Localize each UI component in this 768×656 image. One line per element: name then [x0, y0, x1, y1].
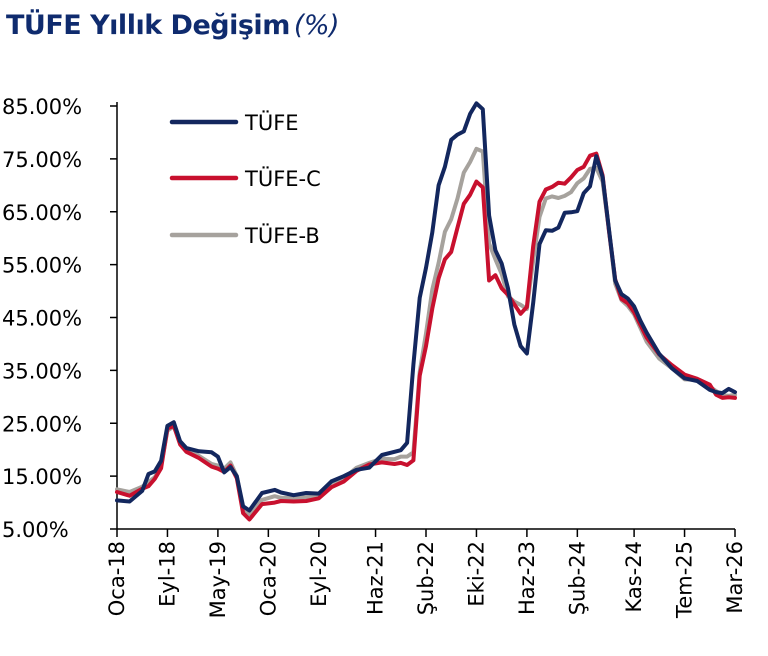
y-tick-label: 5.00% [2, 518, 69, 542]
y-tick-label: 35.00% [2, 359, 82, 383]
x-tick-label: Oca-18 [105, 541, 129, 616]
y-tick-label: 15.00% [2, 465, 82, 489]
series-layer [115, 101, 737, 522]
x-axis: Oca-18 Eyl-18 May-19 Oca-20 Eyl-20 Haz-21 Şub-… [105, 528, 747, 619]
legend: TÜFE TÜFE-C TÜFE-B [169, 110, 321, 248]
x-tick-label: May-19 [206, 541, 230, 618]
y-tick-label: 45.00% [2, 307, 82, 331]
x-tick-label: Tem-25 [673, 541, 697, 619]
x-tick-label: Oca-20 [256, 541, 280, 616]
legend-label: TÜFE-C [244, 166, 321, 191]
chart-title-text: TÜFE Yıllık Değişim [6, 10, 290, 41]
y-tick-label: 65.00% [2, 201, 82, 225]
y-tick-label: 85.00% [2, 95, 82, 119]
y-tick-label: 55.00% [2, 254, 82, 278]
x-tick-label: Mar-26 [723, 541, 747, 614]
chart-title: TÜFE Yıllık Değişim (%) [6, 10, 340, 41]
x-tick-label: Şub-24 [565, 541, 589, 615]
legend-label: TÜFE-B [244, 223, 320, 248]
x-tick-label: Haz-21 [364, 541, 388, 615]
legend-label: TÜFE [244, 110, 299, 135]
y-tick-label: 75.00% [2, 148, 82, 172]
x-tick-label: Haz-23 [515, 541, 539, 615]
x-tick-label: Eyl-20 [307, 541, 331, 607]
x-tick-label: Şub-22 [414, 541, 438, 615]
series-line-0 [115, 101, 737, 513]
x-tick-label: Kas-24 [622, 541, 646, 613]
y-tick-label: 25.00% [2, 412, 82, 436]
chart-title-unit: (%) [293, 10, 340, 41]
x-tick-label: Eyl-18 [155, 541, 179, 607]
x-tick-label: Eki-22 [464, 541, 488, 607]
y-axis: 5.00% 15.00% 25.00% 35.00% 45.00% 55.00% 65.00… [2, 95, 118, 542]
